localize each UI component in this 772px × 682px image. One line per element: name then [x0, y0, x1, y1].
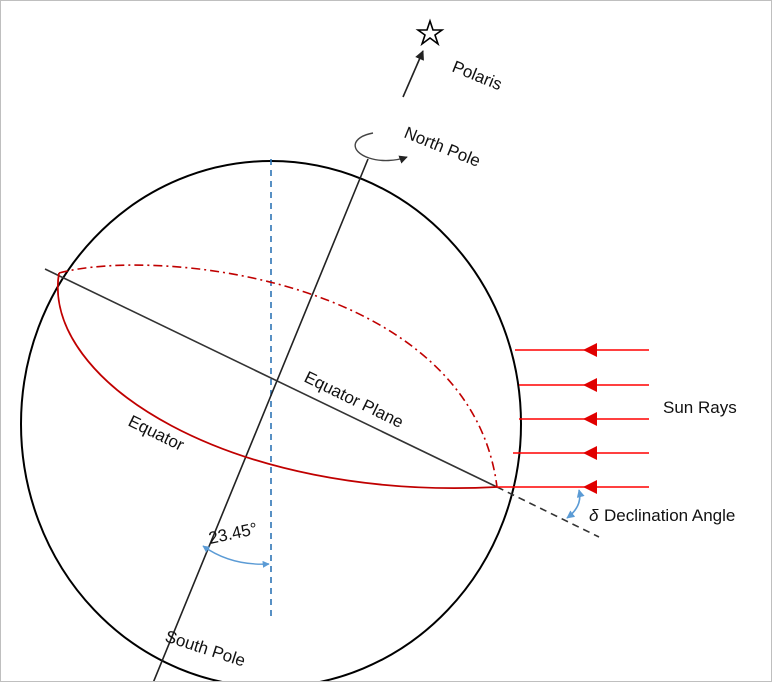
south-pole-label: South Pole [163, 627, 248, 671]
tilt-angle-label: 23.45° [207, 519, 259, 548]
polaris-label: Polaris [450, 57, 505, 94]
equator-plane-line [44, 268, 498, 488]
rotation-arrow-icon [354, 132, 408, 164]
equator-back-curve [58, 264, 498, 488]
sun-ray-arrowhead [583, 446, 597, 460]
equator-front-curve [56, 272, 498, 489]
sun-ray-arrowhead [583, 480, 597, 494]
sun-ray-arrowhead [583, 343, 597, 357]
north-pole-label: North Pole [402, 123, 484, 171]
star-icon [415, 18, 445, 47]
declination-angle-label: Declination Angle [604, 506, 735, 525]
polaris-pointer-line [402, 50, 424, 98]
sun-ray-arrowhead [583, 412, 597, 426]
equator-plane-extension [496, 486, 600, 538]
tilt-angle-arc [202, 545, 270, 568]
sun-rays [497, 343, 649, 494]
delta-symbol: δ [589, 506, 599, 525]
sun-ray-arrowhead [583, 378, 597, 392]
rotation-axis [152, 158, 369, 681]
declination-angle-arc [566, 489, 585, 519]
sun-rays-label: Sun Rays [663, 398, 737, 417]
